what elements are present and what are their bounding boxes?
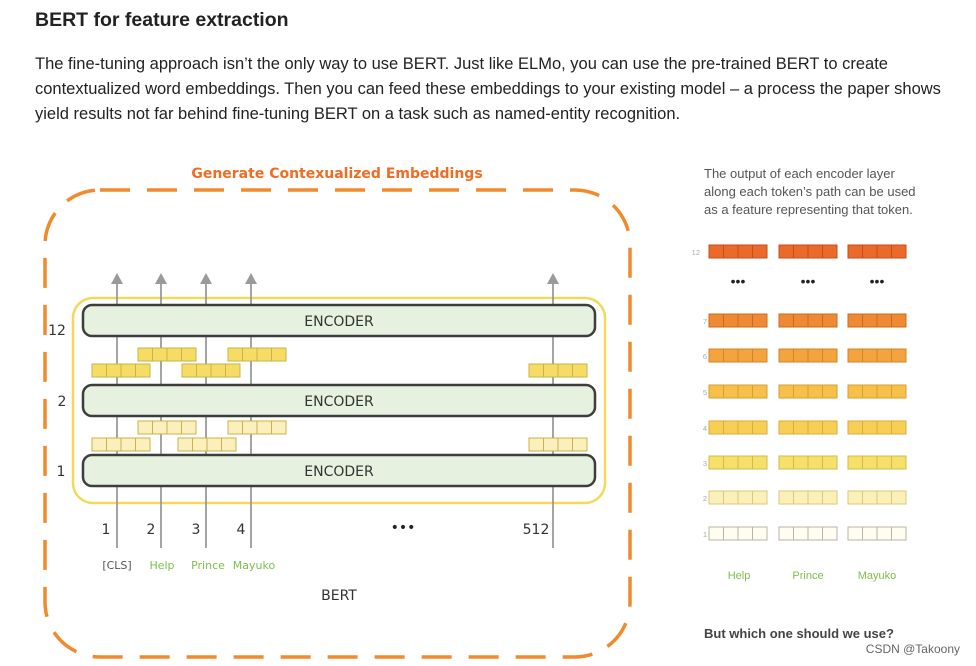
layer-label-1: 1 [703, 530, 707, 539]
layer-number-1: 1 [57, 464, 66, 480]
layer-label-3: 3 [703, 459, 707, 468]
arrow-head-2 [155, 273, 167, 284]
section-heading: BERT for feature extraction [35, 9, 289, 31]
token-cls: [CLS] [102, 559, 131, 572]
arrow-head-1 [111, 273, 123, 284]
diagram-title: Generate Contexualized Embeddings [191, 166, 482, 182]
layer-label-2: 2 [703, 494, 707, 503]
layer-label-6: 6 [703, 352, 707, 361]
layer-row-12: 12 [692, 244, 907, 259]
position-1: 1 [102, 522, 111, 538]
layer-row-2: 2 [703, 490, 907, 505]
layer-row-6: 6 [703, 348, 907, 363]
vectors-after-layer-1 [91, 420, 588, 452]
vectors-after-layer-2 [91, 347, 588, 378]
position-3: 3 [192, 522, 201, 538]
bert-stack-box [71, 296, 607, 505]
arrow-head-512 [547, 273, 559, 284]
layer-number-12: 12 [48, 323, 66, 339]
encoder-label: ENCODER [304, 314, 374, 330]
token-mayuko: Mayuko [233, 559, 276, 572]
encoder-layer-12: ENCODER [81, 303, 597, 338]
position-ellipsis: ••• [391, 520, 416, 536]
side-caption: The output of each encoder layer along e… [704, 166, 919, 217]
encoder-label: ENCODER [304, 464, 374, 480]
layer-number-2: 2 [58, 394, 67, 410]
layer-ellipsis-row: ••• ••• ••• [731, 273, 885, 289]
layer-label-5: 5 [703, 388, 707, 397]
caption-line-1: The output of each encoder layer [704, 166, 895, 181]
intro-paragraph: The fine-tuning approach isn’t the only … [35, 55, 941, 123]
ellipsis-prince: ••• [801, 273, 816, 289]
layer-row-3: 3 [703, 455, 907, 470]
encoder-layer-1: ENCODER [81, 453, 597, 488]
dashed-frame [43, 188, 632, 659]
layer-row-7: 7 [703, 313, 907, 328]
side-token-prince: Prince [792, 570, 823, 582]
arrow-head-4 [245, 273, 257, 284]
position-512: 512 [523, 522, 550, 538]
layer-row-5: 5 [703, 384, 907, 399]
layer-label-7: 7 [703, 317, 707, 326]
caption-line-2: along each token’s path can be used [704, 184, 916, 199]
layer-label-4: 4 [703, 424, 707, 433]
side-question: But which one should we use? [704, 626, 894, 641]
ellipsis-mayuko: ••• [870, 273, 885, 289]
arrow-head-3 [200, 273, 212, 284]
layer-outputs: 12 ••• ••• ••• 7 6 [692, 244, 907, 541]
model-name-label: BERT [321, 588, 357, 604]
layer-label-12: 12 [692, 248, 700, 257]
layer-row-4: 4 [703, 420, 907, 435]
side-token-help: Help [728, 570, 751, 582]
embedding-vectors [91, 347, 588, 452]
layer-row-1: 1 [703, 526, 907, 541]
caption-line-3: as a feature representing that token. [704, 202, 913, 217]
ellipsis-help: ••• [731, 273, 746, 289]
side-token-mayuko: Mayuko [858, 570, 897, 582]
position-2: 2 [147, 522, 156, 538]
token-prince: Prince [191, 559, 225, 572]
position-4: 4 [237, 522, 246, 538]
watermark: CSDN @Takoony [865, 642, 960, 656]
token-help: Help [149, 559, 174, 572]
encoder-layer-2: ENCODER [81, 383, 597, 418]
encoder-label: ENCODER [304, 394, 374, 410]
